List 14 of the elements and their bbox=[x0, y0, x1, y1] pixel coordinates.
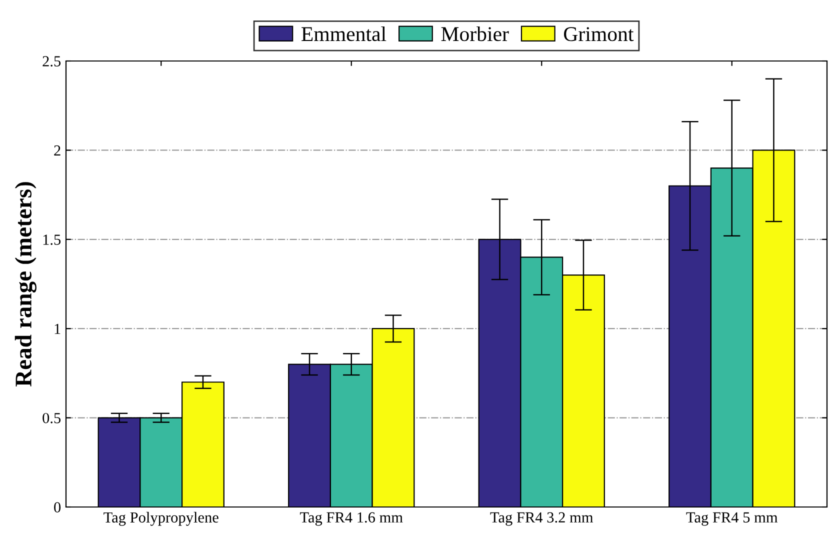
y-tick-label: 1.5 bbox=[43, 234, 61, 245]
x-tick-label: Tag FR4 3.2 mm bbox=[490, 512, 594, 526]
y-tick-label: 2.5 bbox=[42, 56, 61, 67]
y-tick-label: 0 bbox=[54, 502, 61, 512]
x-tick-label: Tag FR4 1.6 mm bbox=[300, 512, 403, 526]
y-tick-label: 1 bbox=[54, 324, 60, 334]
y-tick-label: 0.5 bbox=[42, 412, 61, 424]
legend-label: Morbier bbox=[441, 26, 509, 42]
x-tick-label: Tag FR4 5 mm bbox=[686, 512, 778, 526]
legend-label: Grimont bbox=[564, 27, 634, 42]
x-tick-label: Tag Polypropylene bbox=[104, 512, 218, 526]
legend-label: Emmental bbox=[302, 26, 386, 42]
y-axis-title: Read range (meters) bbox=[14, 182, 36, 387]
y-tick-label: 2 bbox=[54, 145, 60, 156]
